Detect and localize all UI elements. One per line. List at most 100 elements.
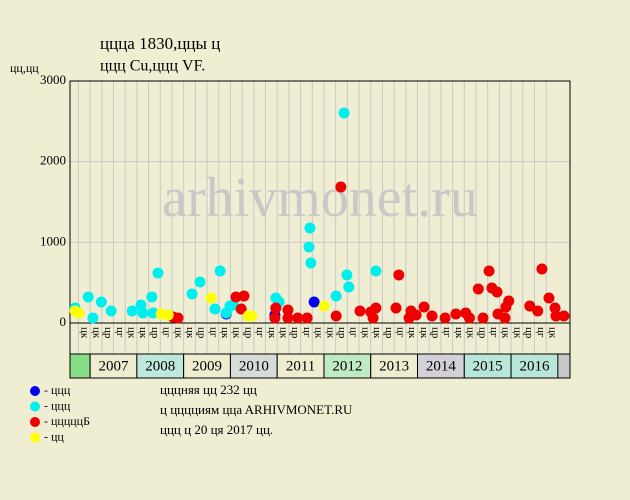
point <box>367 312 379 324</box>
year-label: 2015 <box>473 358 503 374</box>
x-tick-label: цк <box>453 327 465 339</box>
x-tick-label: цк <box>359 327 371 339</box>
point <box>238 290 250 302</box>
x-tick-label: цк <box>172 327 184 339</box>
point <box>152 267 164 279</box>
year-cell-start <box>69 353 91 379</box>
point <box>301 312 313 324</box>
x-tick-label: цк <box>266 327 278 339</box>
x-tick-label: цк <box>465 327 477 339</box>
x-tick-label: цг <box>161 327 173 338</box>
x-tick-label: цк <box>511 327 523 339</box>
x-tick-label: цг <box>207 327 219 338</box>
x-tick-label: цк <box>418 327 430 339</box>
point <box>303 241 315 253</box>
x-tick-label: цр <box>523 327 535 339</box>
x-tick-label: цк <box>90 327 102 339</box>
point <box>341 269 353 281</box>
watermark: arhivmonet.ru <box>162 167 478 229</box>
x-tick-label: цр <box>383 327 395 339</box>
note: ц цццциям ццa ARHIVMONET.RU <box>160 402 353 417</box>
point <box>209 303 221 315</box>
year-label: 2010 <box>239 358 269 374</box>
legend-label: - ццц <box>44 383 71 397</box>
y-tick-label: 2000 <box>40 153 66 168</box>
x-tick-label: цк <box>371 327 383 339</box>
x-tick-label: цг <box>394 327 406 338</box>
year-cell <box>323 353 372 379</box>
point <box>390 302 402 314</box>
y-tick-label: 0 <box>60 314 67 329</box>
chart-title: ццца 1830,ццы ц <box>100 34 220 53</box>
point <box>463 312 475 324</box>
year-cell <box>417 353 465 379</box>
point <box>162 309 174 321</box>
x-tick-label: цр <box>289 327 301 339</box>
point <box>186 288 198 300</box>
point <box>330 290 342 302</box>
legend-marker <box>30 432 40 443</box>
point <box>338 107 350 119</box>
point <box>146 291 158 303</box>
x-tick-label: цк <box>219 327 231 339</box>
x-tick-label: цг <box>441 327 453 338</box>
year-label: 2013 <box>379 358 409 374</box>
year-label: 2007 <box>98 358 129 374</box>
legend-marker <box>30 417 40 427</box>
point <box>450 308 462 320</box>
x-tick-label: цр <box>336 327 348 339</box>
x-tick-label: цк <box>126 327 138 339</box>
year-label: 2016 <box>519 358 550 374</box>
legend-label: - цццццБ <box>44 414 90 428</box>
x-tick-label: цр <box>196 327 208 339</box>
point <box>137 307 149 319</box>
plot-frame <box>69 80 571 379</box>
point <box>308 296 320 308</box>
point <box>524 300 536 312</box>
year-label: 2011 <box>286 358 315 374</box>
point <box>205 292 217 304</box>
x-tick-label: цк <box>137 327 149 339</box>
chart-subtitle: ццц Cu,ццц VF. <box>100 58 205 75</box>
x-tick-label: цк <box>231 327 243 339</box>
x-tick-label: цг <box>301 327 313 338</box>
point <box>126 305 138 317</box>
x-tick-label: цк <box>406 327 418 339</box>
point <box>550 310 562 322</box>
point <box>536 263 548 275</box>
point <box>499 312 511 324</box>
legend-marker <box>30 401 40 412</box>
x-tick-label: цк <box>313 327 325 339</box>
point <box>370 302 382 314</box>
point <box>558 310 570 322</box>
x-tick-label: цк <box>500 327 512 339</box>
point <box>370 265 382 277</box>
year-cell-end <box>556 353 571 379</box>
point <box>73 307 85 319</box>
point <box>503 295 515 307</box>
point <box>269 312 281 324</box>
x-tick-label: цк <box>278 327 290 339</box>
year-label: 2012 <box>332 358 362 374</box>
point <box>472 283 484 295</box>
year-label: 2008 <box>145 358 175 374</box>
point <box>318 300 330 312</box>
year-label: 2009 <box>192 358 222 374</box>
x-tick-label: цр <box>102 327 114 339</box>
x-tick-label: цг <box>114 327 126 338</box>
point <box>87 312 99 324</box>
point <box>410 309 422 321</box>
point <box>343 281 355 293</box>
legend-label: - ццц <box>44 398 71 412</box>
x-tick-label: цг <box>348 327 360 338</box>
point <box>532 305 544 317</box>
x-tick-label: цг <box>535 327 547 338</box>
y-tick-label: 1000 <box>40 233 66 248</box>
point <box>305 257 317 269</box>
point <box>105 305 117 317</box>
point <box>292 312 304 324</box>
point <box>335 181 347 193</box>
point <box>194 276 206 288</box>
